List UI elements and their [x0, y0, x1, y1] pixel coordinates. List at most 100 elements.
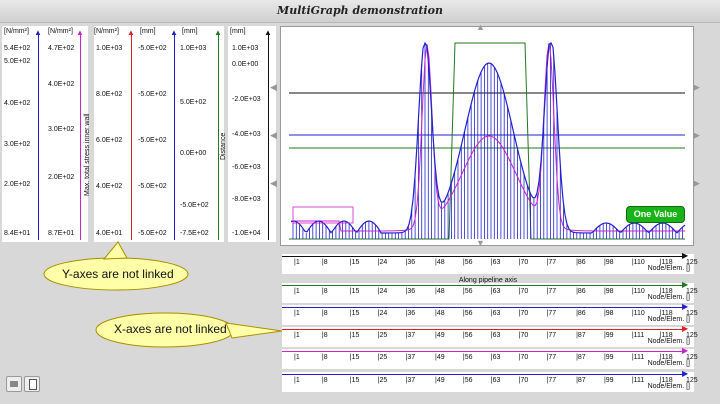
- x-tick: |87: [576, 332, 586, 339]
- x-axis-1[interactable]: ▶ |1 |8 |15 |24 |36 |48 |56 |63 |70 |77 |86 |98 |110 |…: [282, 251, 698, 274]
- x-tick: |15: [349, 377, 360, 384]
- y-axis-unit: [mm]: [182, 28, 198, 35]
- y-axis-panel-4[interactable]: [mm] ▲ -5.0E+02 -5.0E+02 -5.0E+02 -5.0E+…: [136, 26, 180, 242]
- magenta-region: [292, 206, 354, 224]
- x-tick: |25: [377, 332, 388, 339]
- y-axis-panel-6[interactable]: [mm] ▲ 1.0E+03 0.0E+00 -2.0E+03 -4.0E+03…: [228, 26, 276, 242]
- x-tick: |48: [435, 259, 445, 266]
- x-tick: |77: [546, 288, 557, 295]
- x-tick: |1: [294, 332, 300, 339]
- x-tick: |118: [659, 377, 673, 384]
- y-tick: 2.0E+02: [4, 181, 31, 188]
- x-tick: |25: [377, 377, 388, 384]
- x-axis-2[interactable]: ▶ |1 |8 |15 |24 |36 |48 |56 |63 |70 |77 |86 |98 |110 |…: [282, 280, 698, 303]
- x-axis-caption: Along pipeline axis: [458, 277, 518, 284]
- y-tick: -8.0E+03: [232, 196, 261, 203]
- x-tick: |37: [405, 354, 416, 361]
- y-axis-panel-3[interactable]: [N/mm²] ▲ 1.0E+03 8.0E+02 6.0E+02 4.0E+0…: [94, 26, 136, 242]
- scroll-left-arrow-icon[interactable]: ◀: [270, 82, 277, 92]
- x-tick: |49: [435, 377, 445, 384]
- x-axis-line: [282, 351, 684, 352]
- x-tick: |87: [576, 354, 586, 361]
- y-tick: -5.0E+02: [138, 137, 167, 144]
- x-tick: |56: [462, 310, 473, 317]
- scroll-right-arrow-icon[interactable]: ▶: [693, 178, 700, 188]
- x-axis-6[interactable]: ▶ |1 |8 |15 |25 |37 |49 |56 |63 |70 |77 |87 |99 |111 |…: [282, 369, 698, 392]
- y-tick: 6.0E+02: [96, 137, 123, 144]
- x-tick: |15: [349, 332, 360, 339]
- title-bar: MultiGraph demonstration: [0, 0, 720, 23]
- x-tick: |118: [659, 310, 673, 317]
- x-tick: |24: [377, 259, 388, 266]
- x-axis-line: [282, 374, 684, 375]
- x-tick: |49: [435, 332, 445, 339]
- x-axis-4[interactable]: ▶ |1 |8 |15 |25 |37 |49 |56 |63 |70 |77 |87 |99 |111 |…: [282, 324, 698, 347]
- x-axis-line: [282, 285, 684, 286]
- x-axis-arrow-icon: ▶: [682, 302, 689, 311]
- y-tick: 1.0E+03: [180, 45, 207, 52]
- x-tick: |56: [462, 259, 473, 266]
- x-tick: |49: [435, 354, 445, 361]
- x-tick: |118: [659, 259, 673, 266]
- x-tick: |8: [321, 354, 328, 361]
- x-axis-line: [282, 329, 684, 330]
- x-tick: |56: [462, 354, 473, 361]
- x-axis-arrow-icon: ▶: [682, 369, 689, 378]
- x-tick: |111: [631, 377, 645, 384]
- scroll-right-arrow-icon[interactable]: ▶: [693, 82, 700, 92]
- x-tick: |1: [294, 259, 300, 266]
- x-axis-line: [282, 307, 684, 308]
- y-axis-panel-1[interactable]: [N/mm²] ▲ 5.4E+02 5.0E+02 4.0E+02 3.0E+0…: [2, 26, 48, 242]
- x-tick: |99: [603, 354, 614, 361]
- y-tick: 4.0E+01: [96, 230, 123, 237]
- y-tick: 5.0E+02: [180, 99, 207, 106]
- x-axes-callout: X-axes are not linked: [114, 322, 227, 336]
- y-axis-panel-5[interactable]: [mm] ▲ Distance 1.0E+03 5.0E+02 0.0E+00 …: [180, 26, 227, 242]
- x-tick: |63: [490, 354, 501, 361]
- y-tick: -6.0E+03: [232, 164, 261, 171]
- y-tick: 2.0E+02: [48, 174, 75, 181]
- y-axis-panel-2[interactable]: [N/mm²] ▲ Max. total stress inner wall 4…: [48, 26, 91, 242]
- copy-button[interactable]: [24, 376, 40, 392]
- y-tick: -2.0E+03: [232, 96, 261, 103]
- y-axis-unit: [mm]: [230, 28, 246, 35]
- x-tick: |118: [659, 332, 673, 339]
- x-tick: |63: [490, 310, 501, 317]
- plot-area[interactable]: [280, 26, 694, 246]
- x-tick: |63: [490, 259, 501, 266]
- x-tick: |37: [405, 332, 416, 339]
- x-tick-end: 125: [686, 288, 698, 295]
- scroll-down-arrow-icon[interactable]: ▼: [476, 238, 485, 248]
- y-tick: -5.0E+02: [138, 183, 167, 190]
- x-tick: |87: [576, 377, 586, 384]
- scroll-up-arrow-icon[interactable]: ▲: [476, 22, 485, 32]
- x-tick: |77: [546, 332, 557, 339]
- print-button[interactable]: [6, 376, 22, 392]
- scroll-right-arrow-icon[interactable]: ▶: [693, 130, 700, 140]
- x-tick: |111: [631, 354, 645, 361]
- x-tick-end: 125: [686, 310, 698, 317]
- y-tick: -5.0E+02: [138, 230, 167, 237]
- x-axis-3[interactable]: ▶ |1 |8 |15 |24 |36 |48 |56 |63 |70 |77 |86 |98 |110 |…: [282, 302, 698, 325]
- window-title: MultiGraph demonstration: [277, 4, 443, 17]
- x-tick: |77: [546, 259, 557, 266]
- scroll-left-arrow-icon[interactable]: ◀: [270, 130, 277, 140]
- x-axis-5[interactable]: ▶ |1 |8 |15 |25 |37 |49 |56 |63 |70 |77 |87 |99 |111 |…: [282, 346, 698, 369]
- x-tick: |8: [321, 332, 328, 339]
- x-tick: |118: [659, 288, 673, 295]
- one-value-badge[interactable]: One Value: [626, 206, 685, 223]
- x-tick: |15: [349, 310, 360, 317]
- x-tick: |77: [546, 310, 557, 317]
- x-axis-arrow-icon: ▶: [682, 346, 689, 355]
- x-tick: |77: [546, 354, 557, 361]
- x-axis-name: Node/Elem. []: [647, 383, 690, 390]
- x-tick: |86: [576, 288, 586, 295]
- y-tick: -5.0E+02: [138, 45, 167, 52]
- scroll-left-arrow-icon[interactable]: ◀: [270, 178, 277, 188]
- x-tick: |110: [631, 288, 645, 295]
- y-tick: -1.0E+04: [232, 230, 261, 237]
- x-tick: |98: [603, 259, 614, 266]
- plot-canvas: [289, 41, 686, 240]
- x-tick: |48: [435, 310, 445, 317]
- y-tick: -5.0E+02: [180, 202, 209, 209]
